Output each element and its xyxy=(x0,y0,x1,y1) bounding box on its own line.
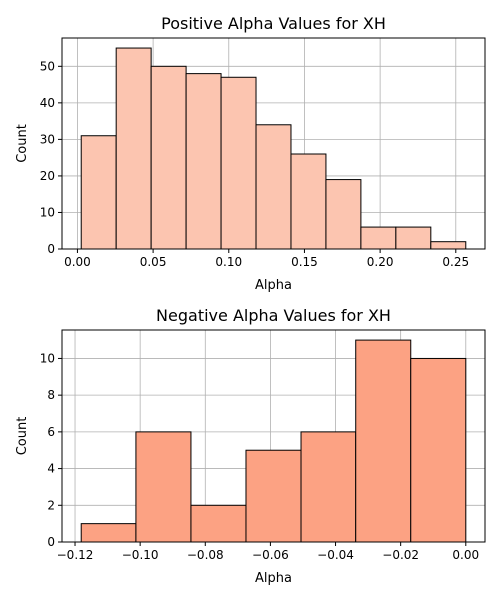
y-tick-label: 20 xyxy=(40,169,55,183)
y-tick-label: 6 xyxy=(47,425,55,439)
y-tick-label: 4 xyxy=(47,462,55,476)
y-tick-label: 50 xyxy=(40,59,55,73)
x-tick-label: −0.10 xyxy=(122,548,159,562)
y-ticks: 0 10 20 30 40 50 xyxy=(40,59,62,256)
histogram-bar xyxy=(135,431,192,543)
x-tick-label: 0.00 xyxy=(64,255,91,269)
x-ticks: −0.12 −0.10 −0.08 −0.06 −0.04 −0.02 0.00 xyxy=(57,542,479,562)
histogram-bar xyxy=(360,226,397,250)
x-tick-label: −0.04 xyxy=(317,548,354,562)
y-tick-label: 40 xyxy=(40,96,55,110)
x-tick-label: 0.00 xyxy=(452,548,479,562)
x-ticks: 0.00 0.05 0.10 0.15 0.20 0.25 xyxy=(64,249,469,269)
histogram-bar xyxy=(115,47,152,250)
y-axis-label: Count xyxy=(15,417,30,456)
histogram-bar xyxy=(410,357,467,543)
negative-alpha-histogram: Negative Alpha Values for XH −0.12 −0.10−… xyxy=(15,306,486,586)
x-tick-label: 0.05 xyxy=(140,255,167,269)
y-tick-label: 10 xyxy=(40,205,55,219)
x-axis-label: Alpha xyxy=(255,571,292,586)
x-tick-label: −0.12 xyxy=(57,548,94,562)
x-tick-label: 0.20 xyxy=(367,255,394,269)
chart-title: Positive Alpha Values for XH xyxy=(161,14,386,33)
histogram-bar xyxy=(80,523,137,543)
positive-alpha-histogram: Positive Alpha Values for XH 0.00 0.05 0.1… xyxy=(15,14,486,293)
x-axis-label: Alpha xyxy=(255,278,292,293)
histogram-bar xyxy=(185,73,222,250)
histogram-bar xyxy=(355,339,412,543)
histogram-bar xyxy=(150,65,187,250)
x-tick-label: −0.02 xyxy=(382,548,419,562)
y-tick-label: 30 xyxy=(40,132,55,146)
x-tick-label: 0.25 xyxy=(442,255,469,269)
y-ticks: 0 2 4 6 8 10 xyxy=(40,351,62,549)
y-tick-label: 0 xyxy=(47,242,55,256)
x-tick-label: −0.06 xyxy=(252,548,289,562)
axes-frame xyxy=(61,329,486,543)
histogram-bar xyxy=(80,135,117,250)
histogram-bar xyxy=(430,241,467,250)
histogram-bar xyxy=(290,153,327,250)
chart-title: Negative Alpha Values for XH xyxy=(156,306,391,325)
axes-frame xyxy=(61,37,486,250)
y-tick-label: 2 xyxy=(47,498,55,512)
histogram-bar xyxy=(300,431,357,543)
y-tick-label: 0 xyxy=(47,535,55,549)
bars xyxy=(80,47,467,250)
y-tick-label: 8 xyxy=(47,388,55,402)
y-axis-label: Count xyxy=(15,124,30,163)
x-tick-label: 0.15 xyxy=(291,255,318,269)
x-tick-label: −0.08 xyxy=(187,548,224,562)
histogram-bar xyxy=(245,449,302,543)
y-tick-label: 10 xyxy=(40,351,55,365)
histogram-bar xyxy=(325,179,362,250)
x-tick-label: 0.10 xyxy=(215,255,242,269)
histogram-bar xyxy=(255,124,292,250)
histogram-bar xyxy=(190,504,247,543)
histogram-bar xyxy=(220,76,257,250)
histogram-bar xyxy=(395,226,432,250)
